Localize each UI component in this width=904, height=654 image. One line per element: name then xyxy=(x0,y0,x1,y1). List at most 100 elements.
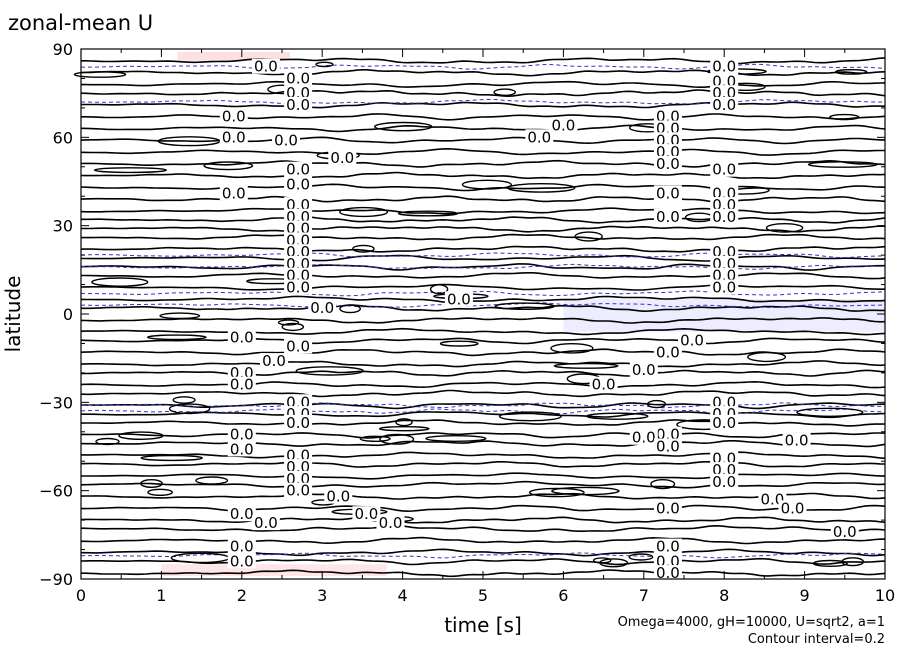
contour-label-bg xyxy=(710,450,739,466)
negative-contour-line xyxy=(80,263,886,270)
parameter-note: Omega=4000, gH=10000, U=sqrt2, a=1 xyxy=(618,615,885,630)
x-tick-label: 10 xyxy=(875,586,895,605)
contour-label-bg xyxy=(227,538,256,554)
contour-label-bg xyxy=(284,232,313,248)
y-tick-label: 30 xyxy=(53,217,73,236)
contour-label: 0.0 xyxy=(251,58,280,76)
contour-label-text: 0.0 xyxy=(447,290,471,308)
contour-label: 0.0 xyxy=(710,414,739,432)
contour-label-bg xyxy=(653,120,682,136)
contour-label-bg xyxy=(227,553,256,569)
contour-label: 0.0 xyxy=(260,352,288,370)
contour-label: 0.0 xyxy=(653,499,682,517)
contour-label-text: 0.0 xyxy=(230,440,254,458)
contour-label-text: 0.0 xyxy=(326,488,350,506)
contour-blob xyxy=(203,161,254,171)
x-tick-label: 0 xyxy=(76,586,86,605)
contour-label-text: 0.0 xyxy=(286,69,310,87)
contour-blob xyxy=(395,418,413,427)
contour-label-bg xyxy=(710,161,739,177)
contour-label-text: 0.0 xyxy=(274,131,298,149)
contour-label: 0.0 xyxy=(324,488,353,506)
contour-blob xyxy=(359,435,391,442)
contour-label-bg xyxy=(653,108,682,124)
contour-label-bg xyxy=(352,506,381,522)
negative-shade-region xyxy=(563,299,885,332)
contour-blob xyxy=(295,366,364,376)
contour-label-bg xyxy=(376,515,405,531)
x-tick-label: 2 xyxy=(237,586,247,605)
contour-blob xyxy=(765,222,804,233)
negative-contour-line xyxy=(81,402,886,409)
contour-label: 0.0 xyxy=(782,432,811,450)
contour-line xyxy=(80,419,886,427)
contour-label-text: 0.0 xyxy=(230,426,254,444)
contour-line xyxy=(81,451,886,460)
contour-label-bg xyxy=(710,462,739,478)
contour-blob xyxy=(140,479,163,489)
contour-label-bg xyxy=(710,473,739,489)
contour-line xyxy=(80,101,886,109)
x-tick-label: 8 xyxy=(719,586,729,605)
contour-blob xyxy=(140,454,203,462)
contour-label-bg xyxy=(284,96,313,112)
y-tick-label: −90 xyxy=(39,570,73,589)
contour-blob xyxy=(378,426,430,432)
contour-label-text: 0.0 xyxy=(680,332,704,350)
x-axis-label: time [s] xyxy=(444,613,522,637)
contour-label: 0.0 xyxy=(308,299,337,317)
contour-label-layer: 0.00.00.00.00.00.0 0.00.00.00.00.00.00.00… xyxy=(219,58,859,582)
contour-blob xyxy=(146,334,207,341)
contour-label-bg xyxy=(284,470,313,486)
contour-label-bg xyxy=(260,353,288,369)
contour-layer xyxy=(73,57,886,578)
x-tick-label: 1 xyxy=(156,586,166,605)
contour-label-text: 0.0 xyxy=(632,361,656,379)
contour-label: 0.0 xyxy=(653,538,682,556)
contour-label-text: 0.0 xyxy=(712,473,736,491)
contour-blob xyxy=(339,304,361,314)
contour-label: 0.0 xyxy=(653,184,682,202)
contour-line xyxy=(80,295,886,304)
y-axis-label: latitude xyxy=(1,276,25,353)
contour-label: 0.0 xyxy=(328,149,357,167)
contour-label-text: 0.0 xyxy=(592,376,616,394)
contour-label-bg xyxy=(629,429,658,445)
contour-label-bg xyxy=(284,338,313,354)
contour-label-bg xyxy=(272,132,300,148)
contour-blob xyxy=(628,553,654,561)
contour-label-text: 0.0 xyxy=(712,208,736,226)
contour-label-text: 0.0 xyxy=(656,208,680,226)
contour-label-text: 0.0 xyxy=(354,505,378,523)
contour-label-bg xyxy=(710,96,739,112)
contour-line xyxy=(80,516,886,524)
contour-blob xyxy=(599,558,629,568)
contour-blob xyxy=(461,179,512,190)
contour-label-bg xyxy=(227,441,256,457)
contour-label-text: 0.0 xyxy=(254,514,278,532)
contour-blob xyxy=(650,479,676,490)
x-tick-label: 5 xyxy=(478,586,488,605)
contour-label-bg xyxy=(710,85,739,101)
contour-label-bg xyxy=(284,459,313,475)
contour-label-bg xyxy=(710,394,739,410)
contour-interval-note: Contour interval=0.2 xyxy=(748,632,885,647)
contour-label-text: 0.0 xyxy=(712,58,736,76)
x-tick-label: 7 xyxy=(639,586,649,605)
contour-line xyxy=(80,337,886,345)
contour-line xyxy=(81,411,886,419)
axis-ticks: 0 1 2 3 4 5 6 7 8 9 10 90 60 30 0 −30 −60 −90 xyxy=(39,40,895,605)
contour-blob xyxy=(841,557,865,567)
contour-label-text: 0.0 xyxy=(712,96,736,114)
contour-label-bg xyxy=(629,361,658,377)
contour-blob xyxy=(835,69,868,75)
contour-blob xyxy=(586,412,649,420)
contour-label-bg xyxy=(227,329,256,345)
contour-label: 0.0 xyxy=(589,376,618,394)
contour-label-bg xyxy=(710,197,739,213)
contour-blob xyxy=(439,340,479,347)
contour-line xyxy=(81,215,886,224)
contour-line xyxy=(81,283,885,291)
contour-label-bg xyxy=(653,553,682,569)
contour-blob xyxy=(498,411,562,422)
